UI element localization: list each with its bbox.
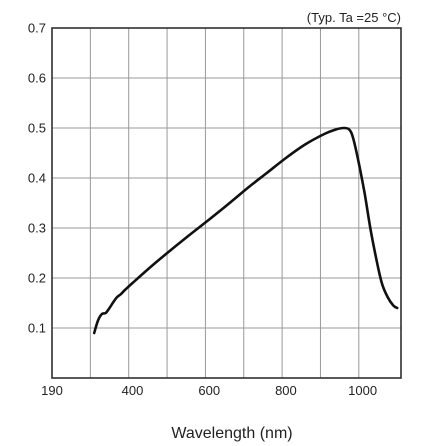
y-tick-label: 0.2: [28, 271, 46, 286]
grid-lines: [52, 28, 401, 378]
x-tick-label: 800: [275, 383, 297, 398]
x-tick-label: 1000: [348, 383, 377, 398]
y-axis-ticks: 0.1 0.2 0.3 0.4 0.5 0.6 0.7: [28, 21, 46, 336]
y-tick-label: 0.3: [28, 221, 46, 236]
y-tick-label: 0.4: [28, 171, 46, 186]
temperature-annotation: (Typ. Ta =25 °C): [307, 10, 401, 25]
x-tick-label: 190: [41, 383, 63, 398]
y-tick-label: 0.6: [28, 71, 46, 86]
x-tick-label: 400: [122, 383, 144, 398]
y-tick-label: 0.1: [28, 321, 46, 336]
x-tick-label: 600: [198, 383, 220, 398]
plot-frame: [51, 27, 402, 379]
y-tick-label: 0.7: [28, 21, 46, 36]
x-axis-label: Wavelength (nm): [171, 425, 292, 442]
y-tick-label: 0.5: [28, 121, 46, 136]
x-axis-ticks: 190 400 600 800 1000: [41, 383, 377, 398]
series-line: [92, 126, 399, 335]
